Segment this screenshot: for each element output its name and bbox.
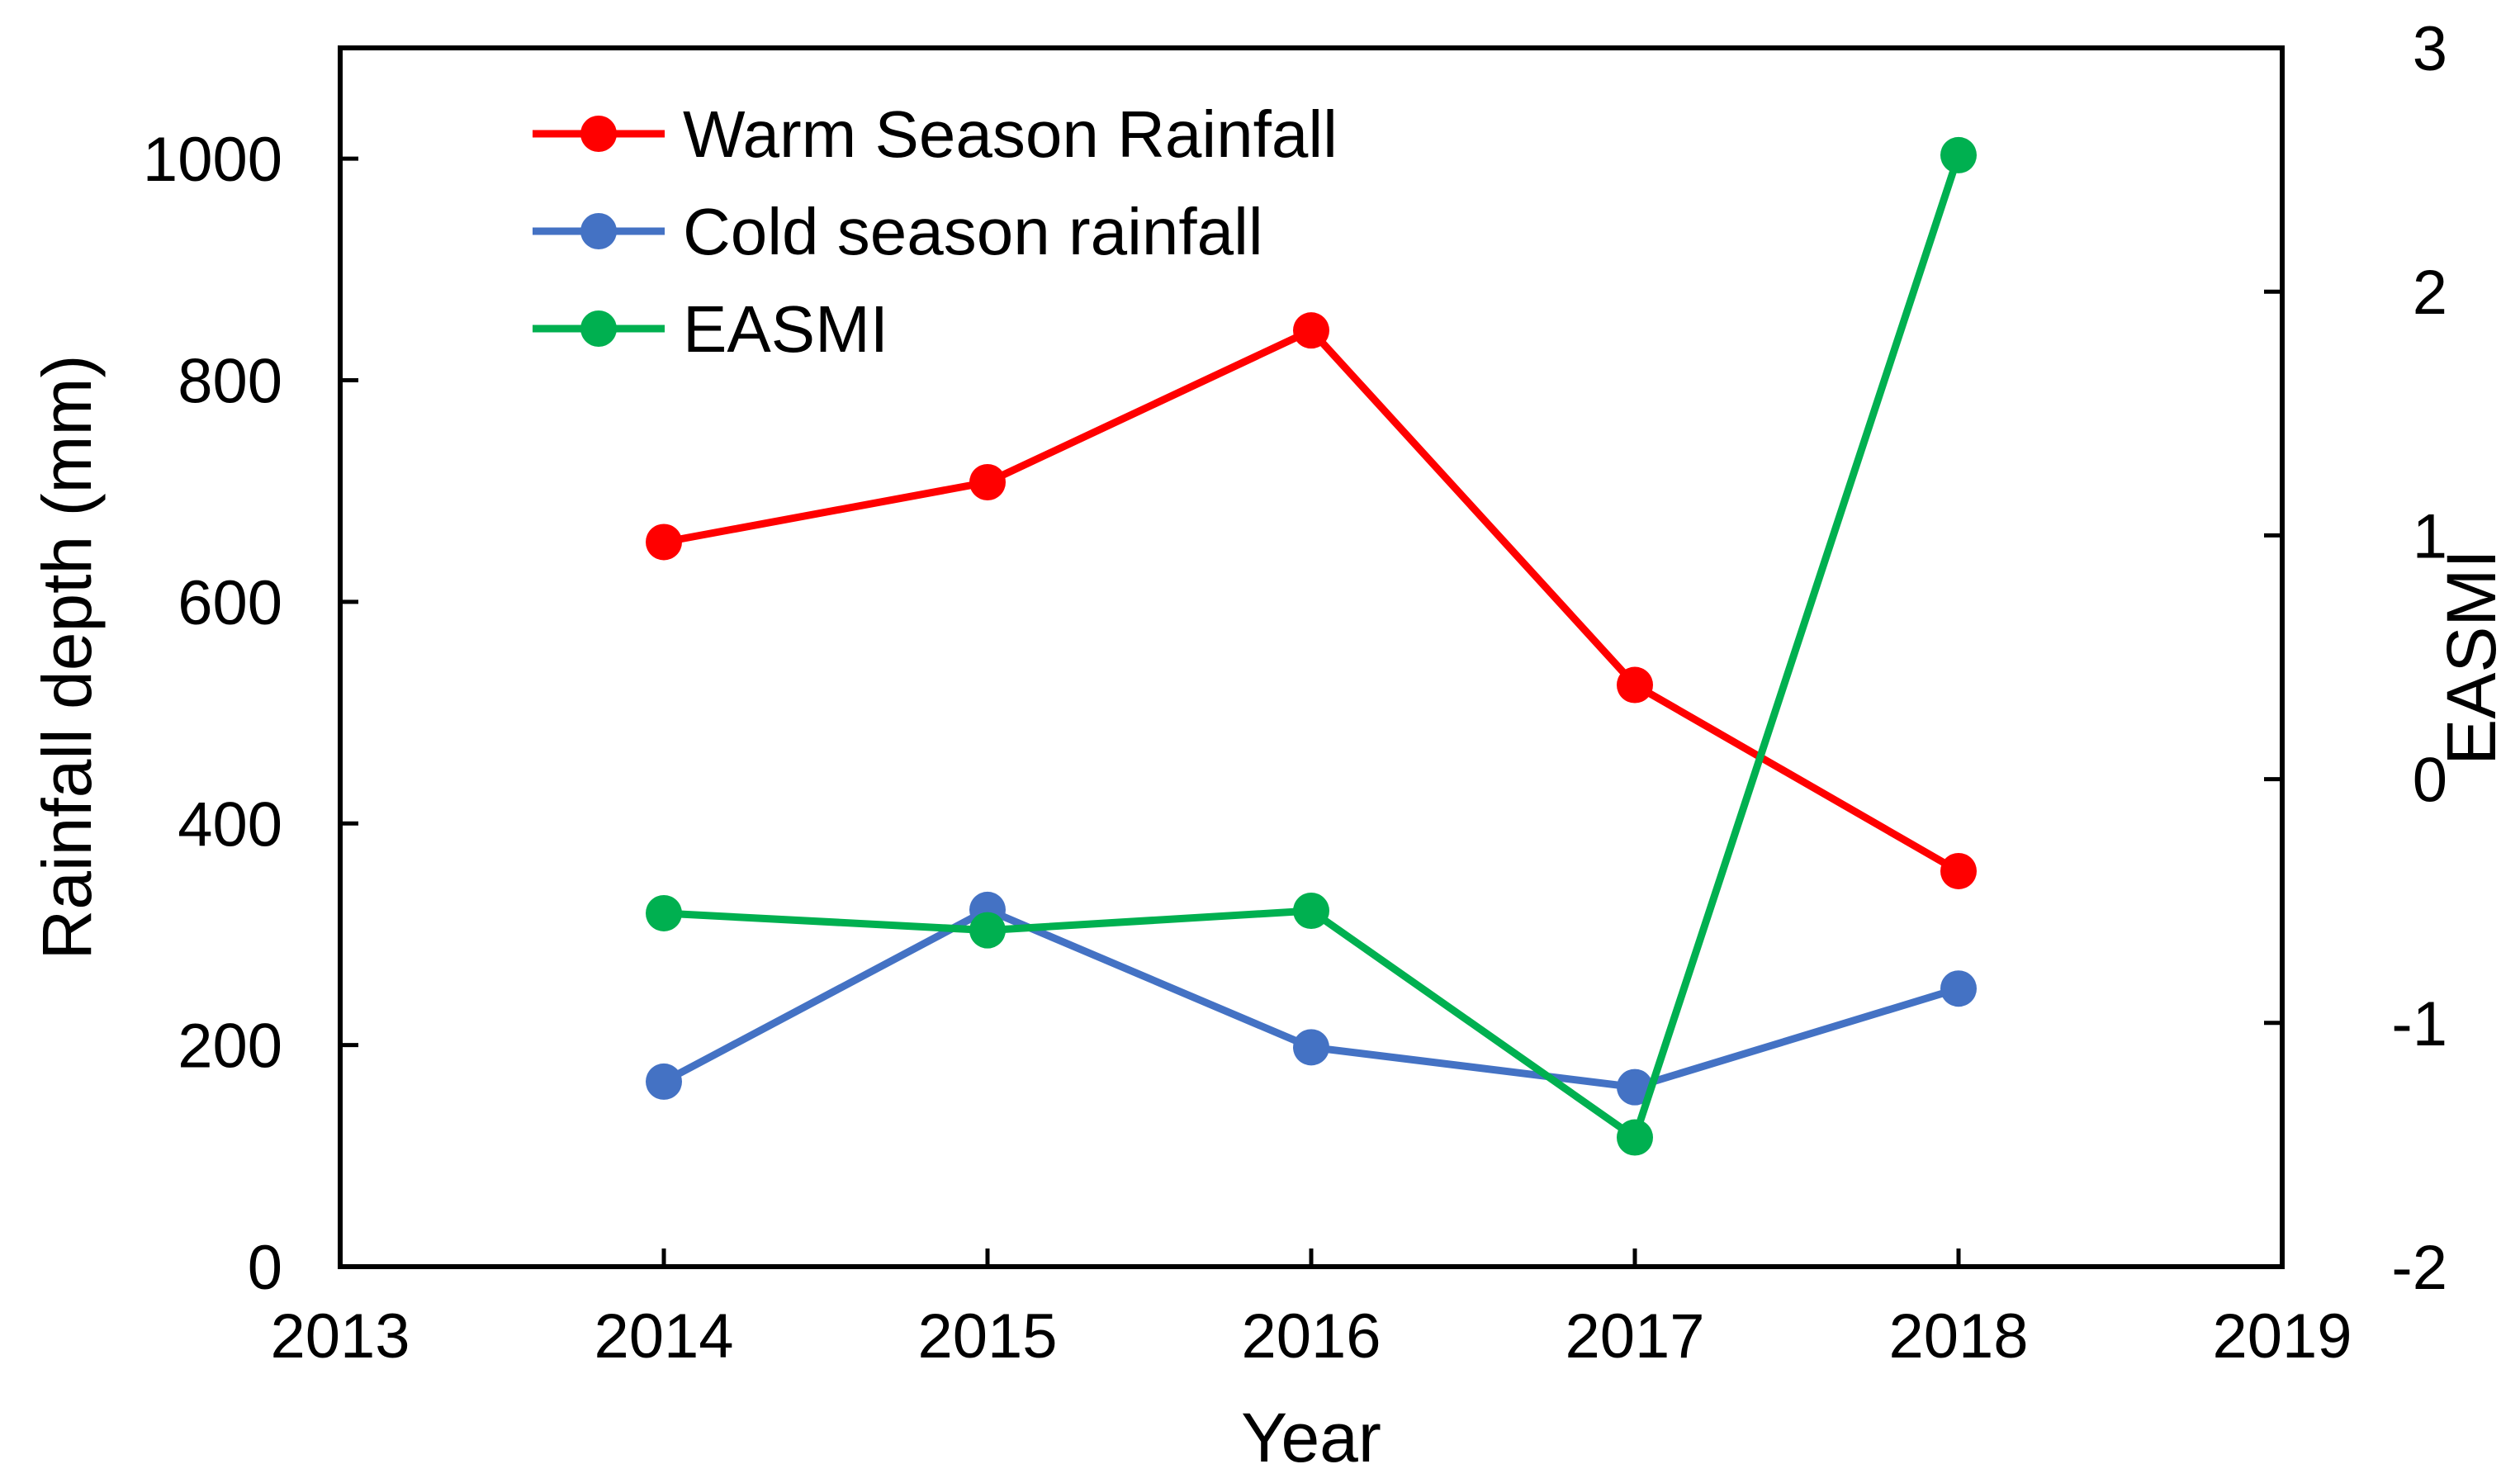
series-1	[646, 891, 1977, 1106]
y-axis-right-title: EASMI	[2432, 549, 2510, 765]
legend-label: Warm Season Rainfall	[683, 97, 1338, 171]
data-point	[646, 1063, 682, 1100]
x-axis-title: Year	[1241, 1399, 1381, 1476]
x-axis-ticks: 2013 2014 2015 2016 2017 2018 2019	[270, 1248, 2352, 1372]
legend-swatch-marker	[580, 116, 617, 152]
data-point	[1293, 893, 1329, 930]
data-point	[1617, 1119, 1653, 1156]
y-tick-label: 1000	[143, 125, 282, 195]
y-axis-right-ticks: -2 -1 0 1 2 3	[2264, 14, 2447, 1303]
data-point	[1293, 312, 1329, 349]
data-point	[969, 463, 1006, 500]
series-0	[646, 312, 1977, 889]
y-tick-label: 400	[178, 789, 282, 860]
x-tick-label: 2019	[2212, 1301, 2352, 1372]
x-tick-label: 2013	[270, 1301, 410, 1372]
x-tick-label: 2016	[1241, 1301, 1381, 1372]
y-tick-label: 800	[178, 347, 282, 417]
legend-swatch-marker	[580, 213, 617, 249]
data-point	[1617, 666, 1653, 704]
y-axis-left-ticks: 0 200 400 600 800 1000	[143, 125, 358, 1303]
series-2	[646, 136, 1977, 1156]
x-tick-label: 2014	[594, 1301, 733, 1372]
legend: Warm Season Rainfall Cold season rainfall…	[533, 97, 1338, 366]
y2-tick-label: 2	[2413, 258, 2447, 328]
legend-label: Cold season rainfall	[683, 195, 1263, 268]
x-tick-label: 2017	[1565, 1301, 1704, 1372]
data-point	[1940, 852, 1977, 889]
y-tick-label: 0	[248, 1233, 282, 1303]
data-point	[1940, 970, 1977, 1007]
data-point	[1940, 136, 1977, 173]
legend-item: Warm Season Rainfall	[533, 97, 1338, 171]
y2-tick-label: 1	[2413, 501, 2447, 571]
legend-swatch-marker	[580, 310, 617, 347]
y2-tick-label: 0	[2413, 746, 2447, 816]
y-axis-left-title: Rainfall depth (mm)	[28, 355, 106, 960]
series-line	[663, 326, 1961, 874]
data-point	[969, 912, 1006, 949]
legend-item: Cold season rainfall	[533, 195, 1263, 268]
data-point	[1293, 1029, 1329, 1066]
y-tick-label: 200	[178, 1012, 282, 1082]
y2-tick-label: 3	[2413, 14, 2447, 84]
x-tick-label: 2015	[917, 1301, 1057, 1372]
x-tick-label: 2018	[1888, 1301, 2028, 1372]
legend-label: EASMI	[683, 292, 888, 366]
data-point	[1617, 1068, 1653, 1106]
y-tick-label: 600	[178, 568, 282, 638]
y2-tick-label: -2	[2391, 1233, 2447, 1303]
series-layer	[646, 136, 1977, 1156]
data-point	[646, 894, 682, 931]
y2-tick-label: -1	[2391, 989, 2447, 1059]
legend-item: EASMI	[533, 292, 888, 366]
data-point	[646, 524, 682, 561]
